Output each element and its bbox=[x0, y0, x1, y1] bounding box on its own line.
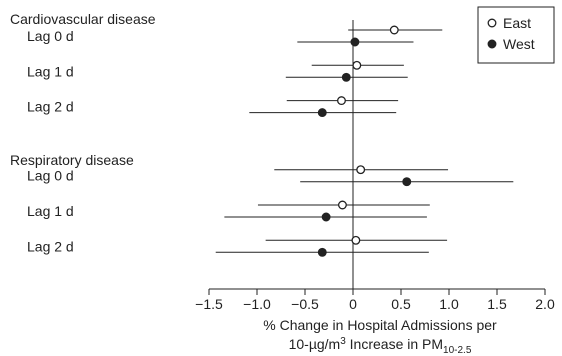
x-tick-label: 0.5 bbox=[391, 296, 411, 312]
x-axis-title-sub: 10-2.5 bbox=[443, 345, 472, 356]
row-label: Lag 2 d bbox=[27, 238, 74, 254]
point-east bbox=[389, 25, 399, 35]
point-west bbox=[317, 247, 327, 257]
x-tick-label: 2.0 bbox=[535, 296, 555, 312]
x-tick-label: −1.0 bbox=[243, 296, 271, 312]
x-axis-title-sup: 3 bbox=[340, 336, 346, 347]
point-east bbox=[352, 60, 362, 70]
legend: East West bbox=[477, 6, 555, 64]
x-tick-label: −1.5 bbox=[195, 296, 223, 312]
row-label: Lag 2 d bbox=[27, 99, 74, 115]
point-west bbox=[317, 108, 327, 118]
x-axis-title-mid: Increase in PM bbox=[346, 336, 443, 352]
row-label: Lag 0 d bbox=[27, 168, 74, 184]
point-west bbox=[350, 37, 360, 47]
point-east bbox=[337, 200, 347, 210]
x-tick-label: 1.0 bbox=[439, 296, 459, 312]
row-label: Lag 1 d bbox=[27, 63, 74, 79]
group-label: Respiratory disease bbox=[10, 152, 134, 168]
x-axis-title: % Change in Hospital Admissions per bbox=[263, 317, 497, 333]
legend-marker-west bbox=[487, 39, 497, 49]
row-label: Lag 0 d bbox=[27, 28, 74, 44]
point-west bbox=[402, 177, 412, 187]
x-axis: −1.5 −1.0 −0.5 0 0.5 1.0 1.5 2.0 % Change in Hos… bbox=[195, 288, 555, 356]
x-tick-label: 0 bbox=[349, 296, 357, 312]
point-east bbox=[337, 96, 346, 106]
point-east bbox=[356, 165, 366, 175]
point-east bbox=[351, 235, 361, 245]
point-west bbox=[341, 72, 351, 82]
x-tick-label: 1.5 bbox=[487, 296, 507, 312]
legend-label: East bbox=[503, 15, 531, 31]
plot-area bbox=[215, 20, 514, 289]
row-label: Lag 1 d bbox=[27, 203, 74, 219]
x-tick-label: −0.5 bbox=[291, 296, 319, 312]
legend-marker-east bbox=[487, 18, 497, 28]
legend-label: West bbox=[503, 36, 535, 52]
group-label: Cardiovascular disease bbox=[10, 11, 156, 27]
point-west bbox=[321, 212, 331, 222]
x-axis-title-main: 10-µg/m bbox=[289, 336, 341, 352]
legend-box bbox=[477, 6, 555, 64]
x-axis-title-line2: 10-µg/m3 Increase in PM10-2.5 bbox=[289, 336, 472, 356]
